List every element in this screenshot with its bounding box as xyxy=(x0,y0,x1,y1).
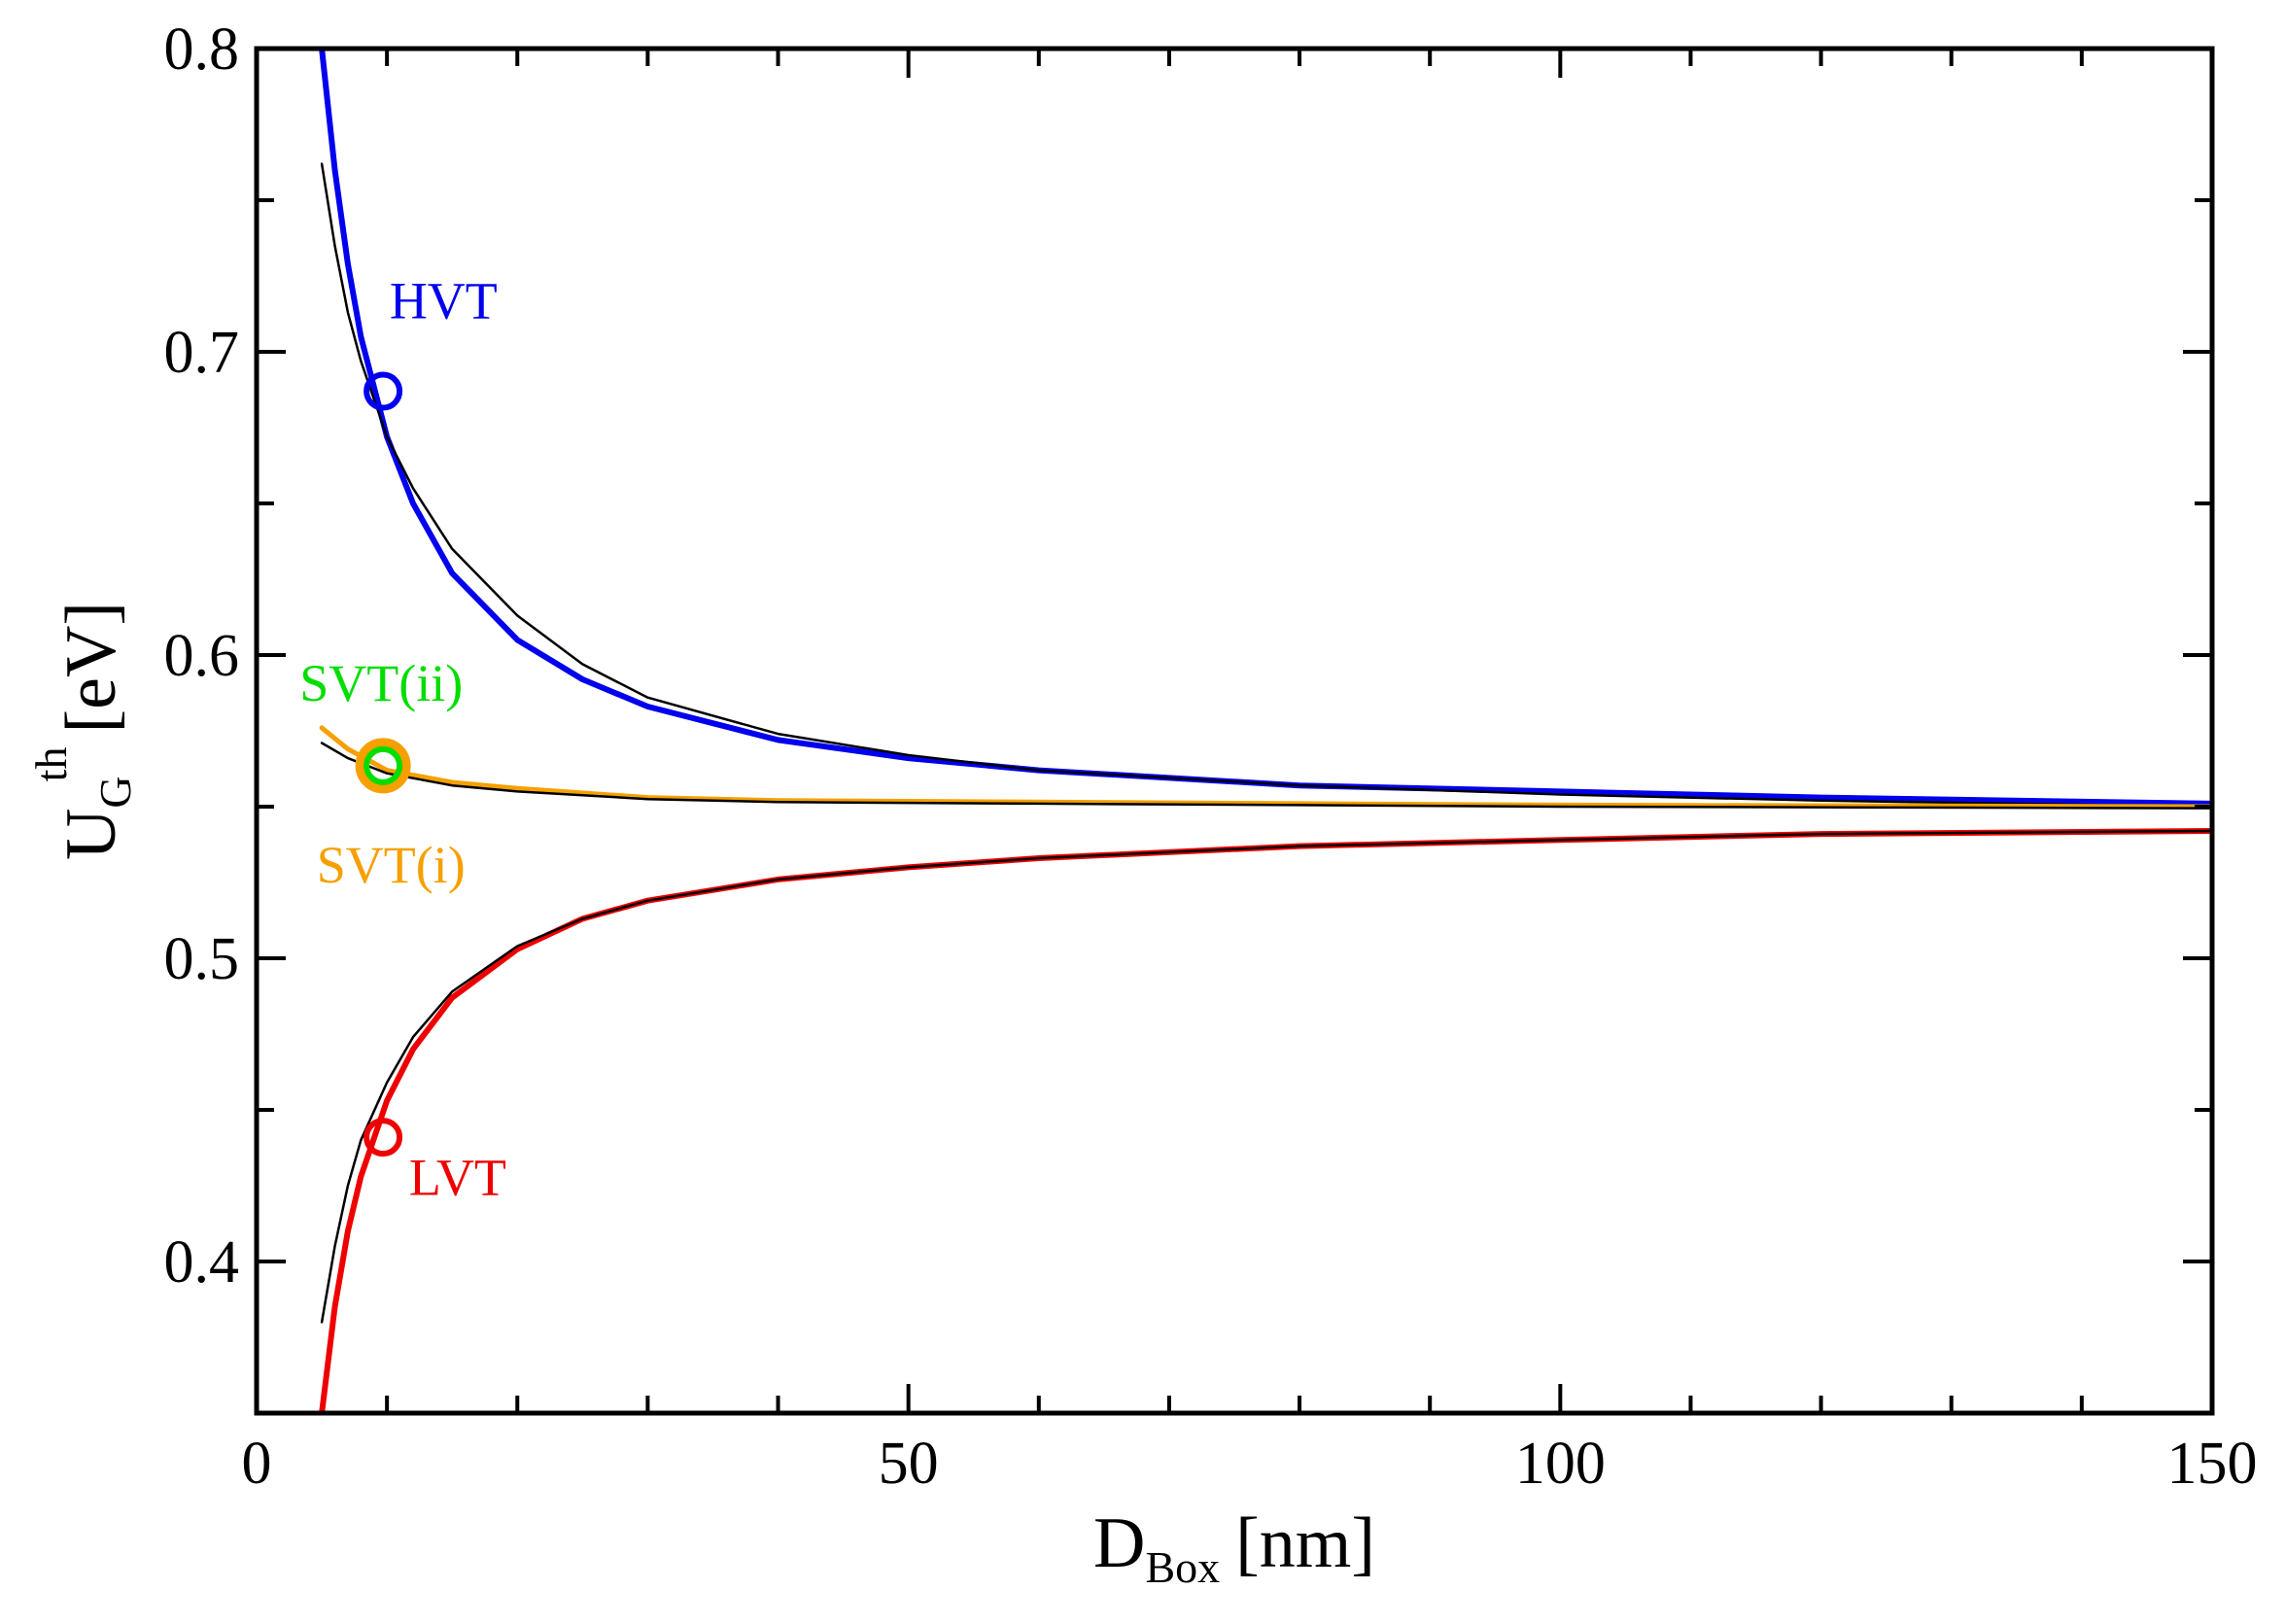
y-axis-title-group: UGth [eV] xyxy=(26,602,140,860)
series-line-hvt xyxy=(319,49,2212,807)
marker-svt-i xyxy=(355,738,411,794)
x-axis-title: DBox [nm] xyxy=(1093,1503,1375,1592)
series-layer xyxy=(319,49,2212,1413)
annotation-hvt: HVT xyxy=(390,272,498,330)
y-tick-label: 0.8 xyxy=(164,17,240,83)
series-line-hvt-fit xyxy=(320,162,2212,809)
y-tick-label: 0.6 xyxy=(164,623,240,689)
x-tick-label: 50 xyxy=(879,1431,939,1497)
y-axis-title-main: U xyxy=(52,809,131,860)
annotation-lvt: LVT xyxy=(409,1148,506,1206)
x-axis-title-unit: [nm] xyxy=(1235,1503,1375,1583)
y-tick-label: 0.7 xyxy=(164,320,240,386)
y-axis-title-sup: th xyxy=(26,747,76,782)
series-line-svt-fit xyxy=(320,742,2212,810)
x-axis-title-main: D xyxy=(1093,1503,1145,1583)
x-tick-label: 100 xyxy=(1515,1431,1606,1497)
annotation-layer: HVT SVT(ii) SVT(i) LVT xyxy=(299,272,506,1207)
y-tick-label: 0.5 xyxy=(164,926,240,992)
x-tick-label: 150 xyxy=(2167,1431,2258,1497)
annotation-svt-ii: SVT(ii) xyxy=(299,654,463,712)
x-tick-label: 0 xyxy=(242,1431,272,1497)
marker-layer xyxy=(355,371,411,1158)
marker-hvt xyxy=(364,371,403,411)
x-axis-title-sub: Box xyxy=(1145,1542,1220,1592)
y-tick-label: 0.4 xyxy=(164,1229,240,1296)
marker-svt-ii xyxy=(364,745,403,785)
plot-frame xyxy=(254,46,2215,1416)
series-line-lvt xyxy=(319,828,2212,1413)
annotation-svt-i: SVT(i) xyxy=(317,836,466,894)
tick-layer: 0 50 100 150 0.4 0.5 0.6 0.7 0.8 xyxy=(164,17,2258,1497)
y-axis-title: UGth [eV] xyxy=(26,602,140,860)
y-axis-title-unit: [eV] xyxy=(52,602,131,734)
y-axis-title-sub: G xyxy=(90,776,140,808)
series-line-svt-i xyxy=(319,725,2212,810)
marker-lvt xyxy=(364,1118,403,1158)
series-line-lvt-fit xyxy=(320,829,2212,1324)
